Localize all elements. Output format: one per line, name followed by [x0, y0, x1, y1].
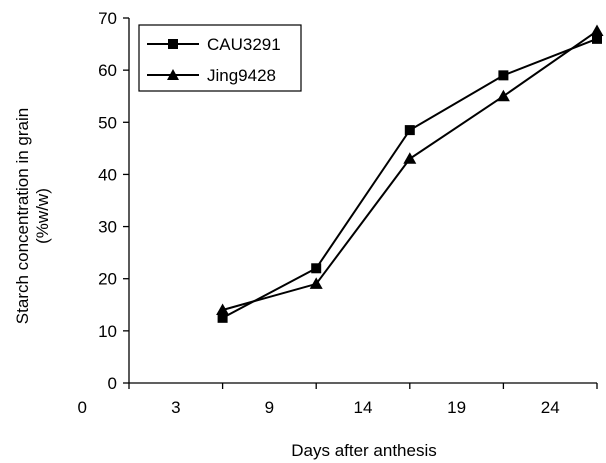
x-tick-label: 24	[541, 398, 560, 417]
x-tick-label: 3	[171, 398, 180, 417]
y-tick-label: 40	[98, 165, 117, 184]
x-tick-label: 9	[265, 398, 274, 417]
y-tick-label: 0	[108, 374, 117, 393]
y-axis-title-line-1: Starch concentration in grain	[13, 108, 32, 324]
y-tick-label: 30	[98, 218, 117, 237]
y-tick-label: 20	[98, 270, 117, 289]
legend-label-cau3291: CAU3291	[207, 35, 281, 54]
y-tick-label: 50	[98, 113, 117, 132]
x-ticks: 0 3 9 14 19 24	[77, 383, 598, 417]
y-axis-title: Starch concentration in grain (%w/w)	[13, 108, 52, 324]
data-point	[403, 152, 417, 164]
series-layer	[216, 24, 604, 323]
data-point	[309, 277, 323, 289]
legend-marker-square	[168, 39, 178, 49]
data-point	[496, 89, 510, 102]
data-point	[590, 24, 604, 37]
y-tick-label: 10	[98, 322, 117, 341]
data-point	[216, 303, 230, 315]
x-tick-label: 0	[77, 398, 86, 417]
x-tick-label: 19	[447, 398, 466, 417]
legend: CAU3291 Jing9428	[138, 24, 302, 92]
data-point	[217, 312, 228, 323]
series-cau3291	[217, 33, 602, 323]
legend-label-jing9428: Jing9428	[207, 66, 276, 85]
legend-box	[138, 24, 302, 92]
data-point	[498, 70, 509, 81]
y-ticks: 0 10 20 30 40 50 60 70	[98, 9, 129, 393]
data-point	[311, 263, 322, 274]
data-point	[404, 125, 415, 136]
y-tick-label: 70	[98, 9, 117, 28]
legend-marker-triangle	[167, 69, 179, 80]
data-point	[592, 33, 602, 44]
series-jing9428	[216, 24, 604, 315]
x-axis-title: Days after anthesis	[291, 441, 437, 460]
y-tick-label: 60	[98, 61, 117, 80]
x-tick-label: 14	[354, 398, 373, 417]
axes	[128, 18, 597, 384]
y-axis-title-line-2: (%w/w)	[33, 188, 52, 244]
